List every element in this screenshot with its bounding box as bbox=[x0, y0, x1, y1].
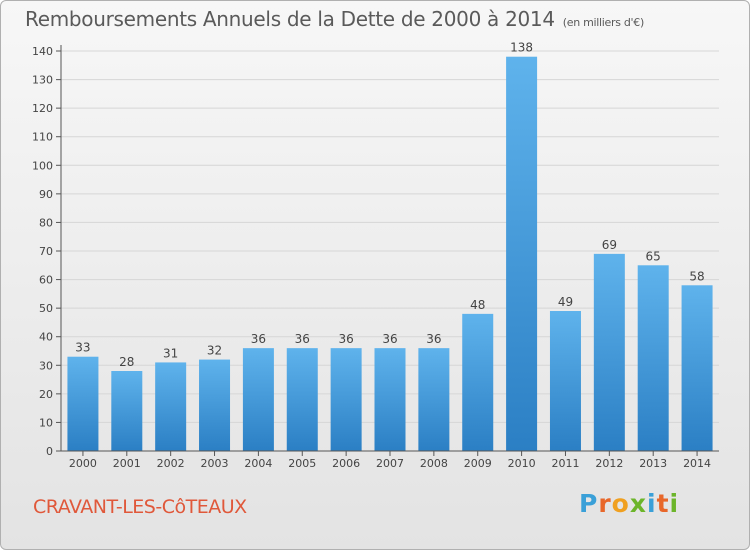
y-tick-label: 70 bbox=[39, 245, 53, 258]
y-tick-label: 130 bbox=[32, 74, 53, 87]
data-label: 58 bbox=[689, 269, 704, 283]
data-label: 32 bbox=[207, 344, 222, 358]
x-tick-label: 2014 bbox=[683, 457, 711, 470]
data-label: 65 bbox=[646, 249, 661, 263]
x-tick-label: 2008 bbox=[420, 457, 448, 470]
data-label: 48 bbox=[470, 298, 485, 312]
y-tick-label: 120 bbox=[32, 102, 53, 115]
unit-note: (en milliers d'€) bbox=[562, 16, 644, 29]
bar bbox=[155, 362, 187, 451]
logo-letter: P bbox=[579, 489, 599, 518]
y-tick-label: 20 bbox=[39, 388, 53, 401]
y-tick-label: 60 bbox=[39, 274, 53, 287]
x-tick-label: 2010 bbox=[508, 457, 536, 470]
x-tick-label: 2007 bbox=[376, 457, 404, 470]
x-tick-label: 2004 bbox=[244, 457, 272, 470]
y-tick-label: 0 bbox=[46, 445, 53, 458]
logo-letter: t bbox=[656, 489, 670, 518]
y-tick-label: 40 bbox=[39, 331, 53, 344]
y-tick-label: 100 bbox=[32, 159, 53, 172]
data-label: 36 bbox=[338, 332, 353, 346]
bar bbox=[681, 285, 713, 451]
data-label: 31 bbox=[163, 346, 178, 360]
bar bbox=[111, 371, 143, 451]
data-label: 69 bbox=[602, 238, 617, 252]
x-tick-label: 2006 bbox=[332, 457, 360, 470]
y-tick-label: 30 bbox=[39, 359, 53, 372]
bar bbox=[374, 348, 406, 451]
data-label: 36 bbox=[382, 332, 397, 346]
labels: 0 10 20 30 40 50 60 70 80 90 100 110 120 130 140 33 2000… bbox=[32, 41, 711, 470]
x-tick-label: 2003 bbox=[201, 457, 229, 470]
commune-name: CRAVANT-LES-CôTEAUX bbox=[33, 496, 247, 518]
x-tick-label: 2001 bbox=[113, 457, 141, 470]
y-tick-label: 10 bbox=[39, 416, 53, 429]
data-label: 36 bbox=[426, 332, 441, 346]
bar bbox=[462, 313, 494, 451]
data-label: 36 bbox=[295, 332, 310, 346]
bar bbox=[506, 56, 538, 451]
y-tick-label: 90 bbox=[39, 188, 53, 201]
data-label: 28 bbox=[119, 355, 134, 369]
logo-letter: r bbox=[598, 489, 612, 518]
x-tick-label: 2013 bbox=[639, 457, 667, 470]
x-tick-label: 2011 bbox=[551, 457, 579, 470]
x-tick-label: 2005 bbox=[288, 457, 316, 470]
bar bbox=[637, 265, 669, 451]
y-tick-label: 80 bbox=[39, 216, 53, 229]
y-tick-label: 50 bbox=[39, 302, 53, 315]
bar bbox=[67, 356, 99, 451]
bar bbox=[199, 359, 231, 451]
data-label: 36 bbox=[251, 332, 266, 346]
logo-letter: i bbox=[647, 489, 657, 518]
logo-letter: x bbox=[629, 489, 647, 518]
chart-title: Remboursements Annuels de la Dette de 20… bbox=[25, 7, 644, 31]
x-tick-label: 2002 bbox=[157, 457, 185, 470]
bar bbox=[418, 348, 450, 451]
data-label: 138 bbox=[510, 41, 533, 55]
axes bbox=[56, 45, 719, 456]
y-tick-label: 110 bbox=[32, 131, 53, 144]
proxiti-logo: Proxiti bbox=[579, 489, 679, 518]
data-label: 33 bbox=[75, 341, 90, 355]
bar bbox=[286, 348, 318, 451]
y-tick-label: 140 bbox=[32, 45, 53, 58]
x-tick-label: 2012 bbox=[595, 457, 623, 470]
data-label: 49 bbox=[558, 295, 573, 309]
logo-letter: i bbox=[669, 489, 680, 518]
x-tick-label: 2009 bbox=[464, 457, 492, 470]
title-text: Remboursements Annuels de la Dette de 20… bbox=[25, 7, 555, 31]
bar bbox=[549, 311, 581, 451]
bar bbox=[593, 253, 625, 451]
bar bbox=[242, 348, 274, 451]
bars bbox=[67, 56, 713, 451]
x-tick-label: 2000 bbox=[69, 457, 97, 470]
bar bbox=[330, 348, 362, 451]
logo-letter: o bbox=[611, 489, 630, 518]
